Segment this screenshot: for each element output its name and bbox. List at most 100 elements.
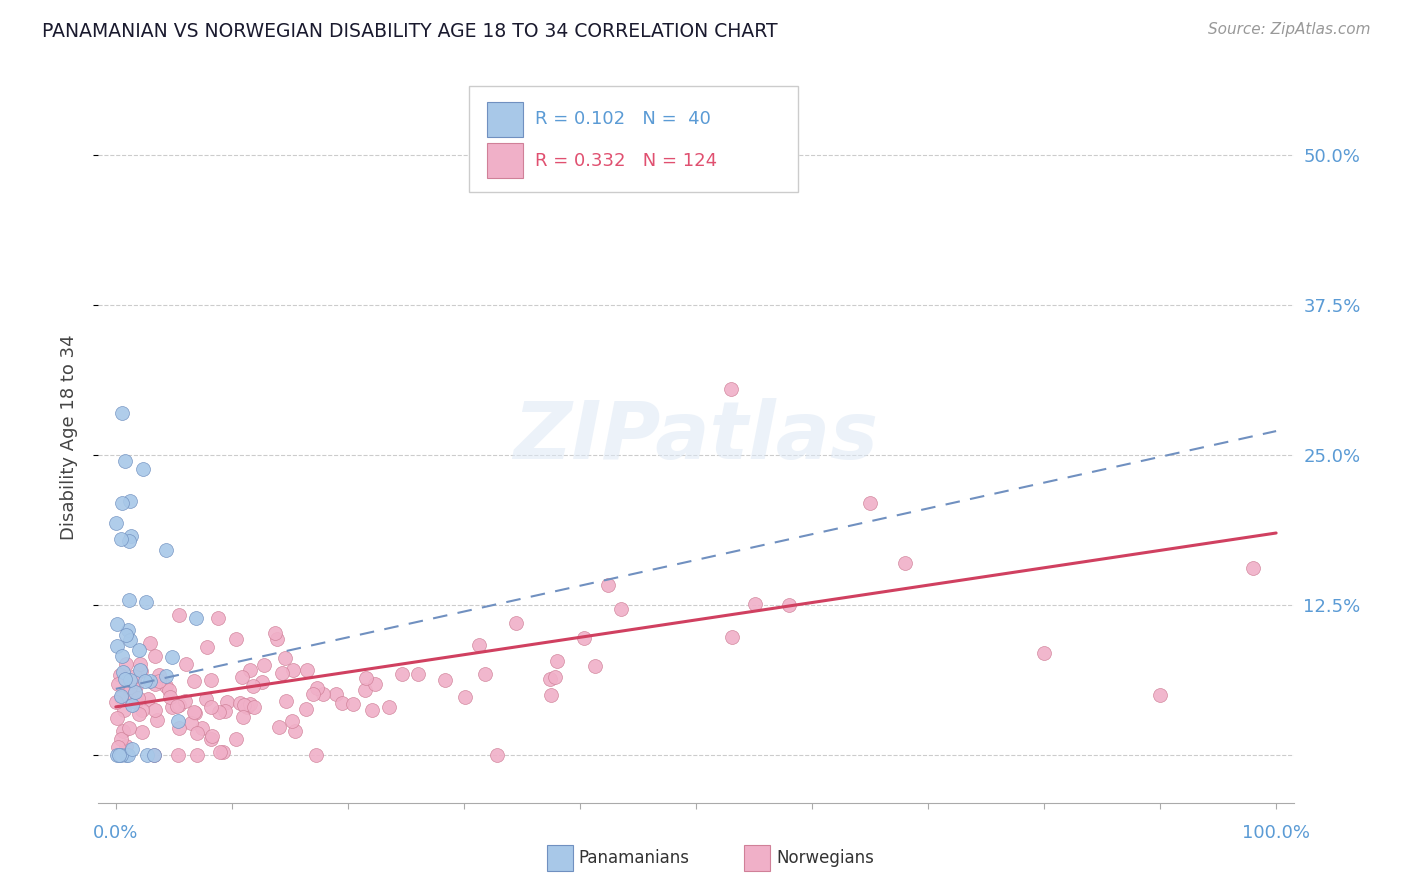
Point	[239, 698, 262, 712]
Point	[467, 638, 489, 652]
Point	[115, 747, 138, 762]
Point	[229, 696, 252, 710]
Point	[183, 674, 205, 689]
Point	[356, 671, 378, 685]
Point	[167, 608, 190, 623]
Point	[128, 657, 150, 671]
Point	[115, 739, 138, 753]
Point	[142, 747, 165, 762]
Point	[325, 687, 347, 701]
Point	[274, 694, 297, 708]
FancyBboxPatch shape	[744, 846, 770, 871]
Point	[143, 649, 166, 664]
Text: Norwegians: Norwegians	[776, 848, 875, 867]
Point	[139, 636, 162, 650]
Point	[114, 454, 136, 468]
Point	[302, 687, 325, 701]
Point	[225, 732, 247, 747]
Point	[111, 648, 134, 663]
Text: 100.0%: 100.0%	[1241, 824, 1310, 842]
Point	[538, 672, 561, 686]
Point	[120, 494, 142, 508]
FancyBboxPatch shape	[486, 144, 523, 178]
Point	[454, 690, 477, 704]
Point	[253, 658, 276, 673]
Point	[267, 720, 290, 734]
Point	[1033, 646, 1056, 660]
Point	[128, 707, 150, 722]
Point	[143, 677, 166, 691]
Point	[474, 666, 496, 681]
Point	[111, 496, 134, 510]
Point	[169, 698, 191, 712]
Point	[186, 725, 208, 739]
Point	[105, 516, 128, 531]
Point	[271, 666, 294, 681]
Point	[312, 687, 335, 701]
Point	[155, 668, 177, 682]
Point	[124, 669, 146, 683]
Point	[157, 682, 180, 697]
Point	[136, 692, 159, 706]
Point	[284, 723, 307, 738]
Point	[180, 716, 202, 731]
FancyBboxPatch shape	[486, 102, 523, 136]
Point	[110, 732, 132, 747]
Point	[117, 747, 139, 762]
Point	[596, 578, 619, 592]
Point	[146, 713, 169, 727]
Point	[720, 630, 742, 644]
Point	[183, 706, 205, 720]
Point	[295, 663, 318, 677]
Point	[117, 624, 139, 638]
Point	[894, 556, 917, 570]
Point	[160, 700, 183, 714]
Point	[129, 665, 152, 679]
Point	[186, 747, 208, 762]
Point	[1241, 561, 1264, 575]
Point	[114, 628, 136, 642]
Point	[274, 650, 297, 665]
Point	[540, 688, 562, 702]
Point	[225, 632, 247, 646]
Point	[107, 740, 129, 755]
Point	[125, 679, 148, 693]
Point	[143, 703, 166, 717]
Point	[364, 677, 387, 691]
Point	[108, 747, 131, 762]
Point	[110, 690, 132, 705]
Point	[281, 714, 304, 728]
Point	[546, 654, 568, 668]
Point	[155, 543, 177, 558]
Point	[194, 692, 217, 706]
Point	[110, 689, 132, 703]
Point	[107, 676, 129, 690]
Point	[361, 703, 384, 717]
Point	[283, 664, 305, 678]
Point	[266, 632, 288, 646]
FancyBboxPatch shape	[470, 86, 797, 192]
Point	[166, 747, 188, 762]
Point	[252, 675, 274, 690]
Point	[167, 714, 190, 728]
Point	[295, 702, 318, 716]
Point	[124, 685, 146, 699]
Point	[391, 667, 413, 681]
Point	[183, 705, 205, 719]
Point	[105, 639, 128, 653]
Point	[201, 729, 224, 743]
Point	[122, 674, 145, 689]
Point	[121, 742, 143, 756]
FancyBboxPatch shape	[547, 846, 572, 871]
Point	[114, 657, 136, 672]
Point	[155, 679, 177, 693]
Point	[184, 611, 207, 625]
Point	[142, 747, 165, 762]
Text: Source: ZipAtlas.com: Source: ZipAtlas.com	[1208, 22, 1371, 37]
Point	[264, 625, 287, 640]
Point	[232, 710, 254, 724]
Point	[232, 698, 254, 713]
Point	[609, 602, 631, 616]
Point	[574, 632, 596, 646]
Point	[720, 382, 742, 396]
